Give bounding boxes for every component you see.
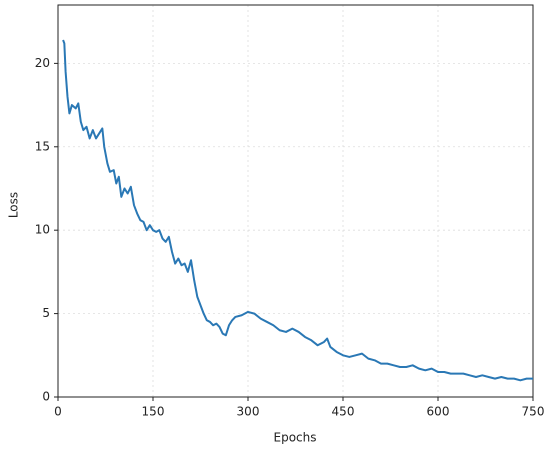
- y-tick-label: 10: [35, 223, 50, 237]
- x-tick-label: 150: [142, 405, 165, 419]
- x-tick-label: 450: [332, 405, 355, 419]
- x-tick-label: 600: [427, 405, 450, 419]
- plot-frame: [57, 4, 534, 398]
- y-tick-label: 15: [35, 139, 50, 153]
- y-tick-label: 20: [35, 56, 50, 70]
- y-tick-label: 0: [42, 390, 50, 404]
- x-tick-label: 300: [237, 405, 260, 419]
- x-tick-label: 0: [54, 405, 62, 419]
- loss-line: [62, 39, 533, 382]
- y-axis-label: Loss: [7, 192, 21, 218]
- y-tick-label: 5: [42, 306, 50, 320]
- x-axis-label: Epochs: [274, 431, 317, 445]
- x-tick-label: 750: [522, 405, 545, 419]
